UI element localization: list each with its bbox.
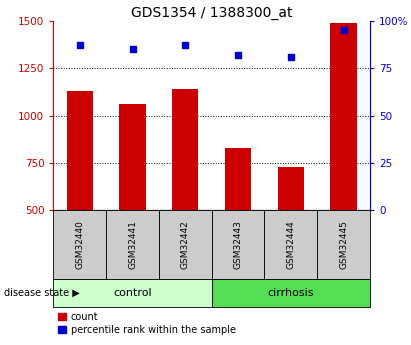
Text: GSM32444: GSM32444 — [286, 220, 295, 269]
Bar — [67, 91, 93, 210]
Legend: count, percentile rank within the sample: count, percentile rank within the sample — [58, 312, 236, 335]
Bar — [212, 210, 264, 279]
Text: GSM32440: GSM32440 — [75, 220, 84, 269]
Point — [287, 54, 294, 59]
Title: GDS1354 / 1388300_at: GDS1354 / 1388300_at — [131, 6, 292, 20]
Point — [235, 52, 241, 58]
Bar — [106, 210, 159, 279]
Bar — [53, 210, 106, 279]
Text: GSM32441: GSM32441 — [128, 220, 137, 269]
Text: GSM32443: GSM32443 — [233, 220, 242, 269]
Bar — [172, 89, 199, 210]
Point — [182, 43, 189, 48]
Bar — [53, 279, 212, 307]
Bar — [225, 148, 251, 210]
Bar — [277, 167, 304, 210]
Bar — [264, 210, 317, 279]
Point — [76, 43, 83, 48]
Point — [129, 46, 136, 52]
Bar — [317, 210, 370, 279]
Text: GSM32445: GSM32445 — [339, 220, 348, 269]
Bar — [330, 22, 357, 210]
Bar — [159, 210, 212, 279]
Point — [340, 28, 347, 33]
Text: control: control — [113, 288, 152, 298]
Text: GSM32442: GSM32442 — [181, 220, 190, 269]
Text: disease state ▶: disease state ▶ — [4, 288, 80, 298]
Bar — [212, 279, 370, 307]
Text: cirrhosis: cirrhosis — [268, 288, 314, 298]
Bar — [119, 104, 146, 210]
